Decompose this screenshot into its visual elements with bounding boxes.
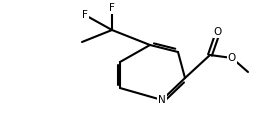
Text: N: N <box>158 95 166 105</box>
Text: O: O <box>228 53 236 63</box>
Text: O: O <box>214 27 222 37</box>
Text: F: F <box>82 10 88 20</box>
Text: F: F <box>109 3 115 13</box>
